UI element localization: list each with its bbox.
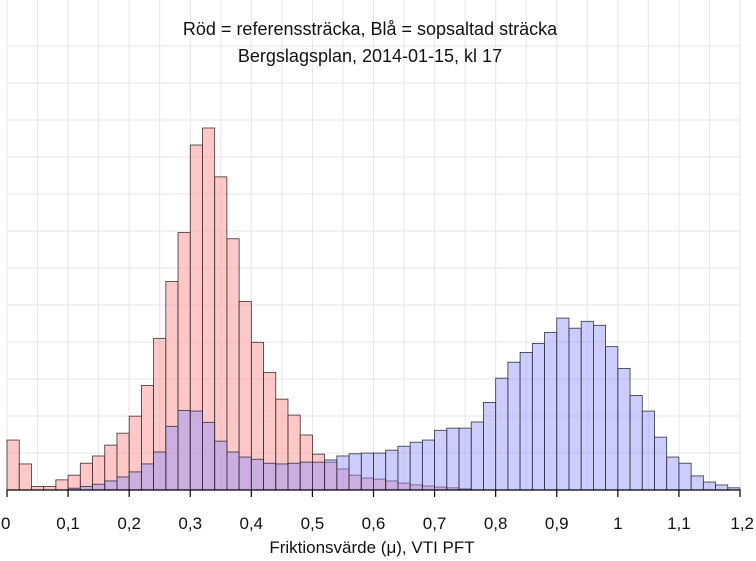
blue-histogram-bar xyxy=(348,453,362,491)
red-bars xyxy=(6,127,472,491)
blue-histogram-bar xyxy=(556,317,570,491)
blue-histogram-bar xyxy=(104,480,118,491)
blue-histogram-bar xyxy=(690,475,704,491)
blue-histogram-bar xyxy=(568,327,582,491)
blue-histogram-bar xyxy=(312,461,326,491)
x-tick-label: 0,3 xyxy=(178,514,202,533)
x-tick-label: 0,8 xyxy=(484,514,508,533)
blue-histogram-bar xyxy=(202,421,216,491)
blue-histogram-bar xyxy=(519,352,533,491)
x-axis-label: Friktionsvärde (μ), VTI PFT xyxy=(269,538,474,557)
red-histogram-bar xyxy=(6,439,20,491)
blue-histogram-bar xyxy=(483,401,497,491)
blue-histogram-bar xyxy=(373,452,387,491)
blue-histogram-bar xyxy=(385,449,399,491)
blue-histogram-bar xyxy=(324,459,338,491)
blue-histogram-bar xyxy=(189,410,203,491)
blue-histogram-bar xyxy=(446,427,460,491)
blue-histogram-bar xyxy=(128,471,142,491)
blue-histogram-bar xyxy=(678,462,692,491)
blue-histogram-bar xyxy=(580,320,594,491)
blue-histogram-bar xyxy=(360,452,374,491)
blue-histogram-bar xyxy=(263,462,277,491)
blue-histogram-bar xyxy=(92,483,106,491)
blue-histogram-bar xyxy=(250,458,264,491)
blue-histogram-bar xyxy=(544,332,558,491)
blue-histogram-bar xyxy=(177,409,191,491)
x-tick-label: 0,6 xyxy=(362,514,386,533)
blue-histogram-bar xyxy=(214,440,228,491)
x-tick-label: 1,1 xyxy=(667,514,691,533)
x-tick-label: 0 xyxy=(1,514,10,533)
red-histogram-bar xyxy=(67,474,81,491)
blue-histogram-bar xyxy=(140,463,154,491)
blue-histogram-bar xyxy=(409,441,423,491)
blue-histogram-bar xyxy=(605,346,619,491)
blue-histogram-bar xyxy=(226,451,240,491)
blue-histogram-bar xyxy=(654,436,668,491)
x-tick-label: 1,2 xyxy=(730,514,754,533)
blue-histogram-bar xyxy=(458,427,472,491)
x-tick-label: 0,9 xyxy=(545,514,569,533)
x-axis: 0 0,1 0,2 0,3 0,4 0,5 0,6 0,7 0,8 0,9 1 1,1 1,2 xyxy=(1,489,754,533)
blue-histogram-bar xyxy=(153,451,167,491)
blue-histogram-bar xyxy=(495,377,509,491)
chart-title-line-2: Bergslagsplan, 2014-01-15, kl 17 xyxy=(238,46,502,66)
blue-histogram-bar xyxy=(336,455,350,491)
x-tick-label: 0,1 xyxy=(56,514,80,533)
x-tick-label: 0,4 xyxy=(240,514,264,533)
blue-histogram-bar xyxy=(299,461,313,491)
blue-histogram-bar xyxy=(593,324,607,491)
x-tick-label: 1 xyxy=(613,514,622,533)
blue-histogram-bar xyxy=(165,425,179,491)
blue-histogram-bar xyxy=(470,421,484,491)
x-tick-label: 0,2 xyxy=(117,514,141,533)
blue-histogram-bar xyxy=(641,410,655,491)
grid-layer xyxy=(6,0,741,490)
x-tick-label: 0,7 xyxy=(423,514,447,533)
blue-histogram-bar xyxy=(702,481,716,491)
blue-histogram-bar xyxy=(116,476,130,491)
blue-histogram-bar xyxy=(287,462,301,491)
blue-histogram-bar xyxy=(507,361,521,491)
blue-histogram-bar xyxy=(715,484,729,491)
blue-histogram-bar xyxy=(238,456,252,491)
blue-histogram-bar xyxy=(629,395,643,491)
blue-histogram-bar xyxy=(434,429,448,491)
red-histogram-bar xyxy=(55,479,69,491)
blue-histogram-bar xyxy=(275,463,289,491)
blue-histogram-bar xyxy=(531,342,545,491)
blue-histogram-bar xyxy=(421,439,435,491)
blue-histogram-bar xyxy=(397,445,411,491)
chart-title-line-1: Röd = referenssträcka, Blå = sopsaltad s… xyxy=(183,19,558,39)
blue-histogram-bar xyxy=(617,367,631,491)
x-tick-label: 0,5 xyxy=(301,514,325,533)
red-histogram-bar xyxy=(18,463,32,491)
blue-histogram-bar xyxy=(666,456,680,491)
